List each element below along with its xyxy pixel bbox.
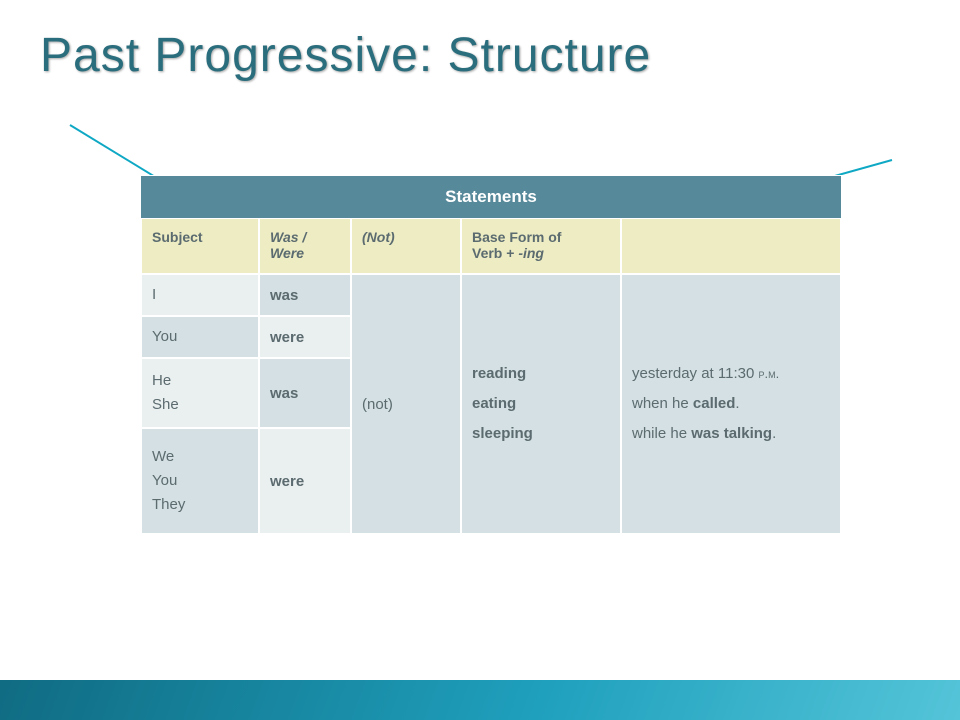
extra-line-2: when he called. <box>632 389 830 419</box>
verb-item: reading <box>472 359 610 389</box>
aux-cell: was <box>259 274 351 316</box>
aux-column: waswerewaswere <box>259 274 351 534</box>
subject-cell: HeShe <box>141 358 259 428</box>
not-column: (not) <box>351 274 461 534</box>
footer-accent <box>0 674 960 720</box>
subject-cell: WeYouThey <box>141 428 259 534</box>
extra-column: yesterday at 11:30 p.m. when he called. … <box>621 274 841 534</box>
verb-item: sleeping <box>472 419 610 449</box>
slide: Past Progressive: Structure Statements S… <box>0 0 960 720</box>
header-not: (Not) <box>351 218 461 274</box>
header-aux: Was /Were <box>259 218 351 274</box>
header-extra <box>621 218 841 274</box>
statements-table: Statements Subject Was /Were (Not) Base … <box>140 175 842 535</box>
header-subject: Subject <box>141 218 259 274</box>
verb-item: eating <box>472 389 610 419</box>
extra-line-1: yesterday at 11:30 p.m. <box>632 359 830 389</box>
page-title: Past Progressive: Structure <box>40 28 651 83</box>
subject-cell: I <box>141 274 259 316</box>
subject-cell: You <box>141 316 259 358</box>
table-body: IYouHeSheWeYouThey waswerewaswere (not) … <box>141 274 841 534</box>
subject-column: IYouHeSheWeYouThey <box>141 274 259 534</box>
table-header-row: Subject Was /Were (Not) Base Form ofVerb… <box>141 218 841 274</box>
aux-cell: was <box>259 358 351 428</box>
extra-line-3: while he was talking. <box>632 419 830 449</box>
header-verb: Base Form ofVerb + -ing <box>461 218 621 274</box>
aux-cell: were <box>259 316 351 358</box>
verb-column: readingeatingsleeping <box>461 274 621 534</box>
table-banner: Statements <box>141 176 841 218</box>
aux-cell: were <box>259 428 351 534</box>
